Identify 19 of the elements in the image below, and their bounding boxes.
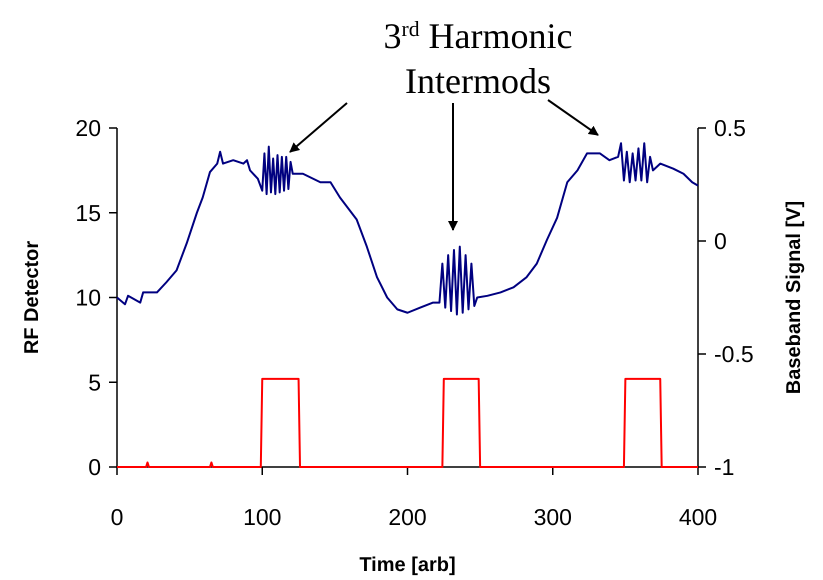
- x-axis-title: Time [arb]: [359, 554, 456, 576]
- line-series: [116, 142, 699, 316]
- y2-tick-label: -0.5: [714, 341, 754, 367]
- x-tick-label: 400: [678, 504, 718, 530]
- y-tick-label: 5: [88, 369, 101, 396]
- y2-axis-title: Baseband Signal [V]: [783, 200, 805, 394]
- x-tick-label: 100: [243, 504, 282, 530]
- x-tick-label: 200: [388, 504, 427, 530]
- y-tick-label: 15: [75, 200, 101, 226]
- y-tick-label: 20: [75, 115, 101, 141]
- y-axis-title: RF Detector: [21, 240, 43, 354]
- x-tick-label: 0: [110, 504, 124, 530]
- y-tick-label: 10: [75, 284, 101, 310]
- y2-tick-label: 0.5: [714, 115, 746, 141]
- y2-tick-label: -1: [714, 454, 734, 480]
- y2-tick-label: 0: [714, 228, 727, 254]
- x-tick-label: 300: [534, 504, 572, 530]
- y-tick-label: 0: [88, 454, 101, 480]
- text: 3$^{rd}$ Harmonic Intermods: [384, 16, 572, 101]
